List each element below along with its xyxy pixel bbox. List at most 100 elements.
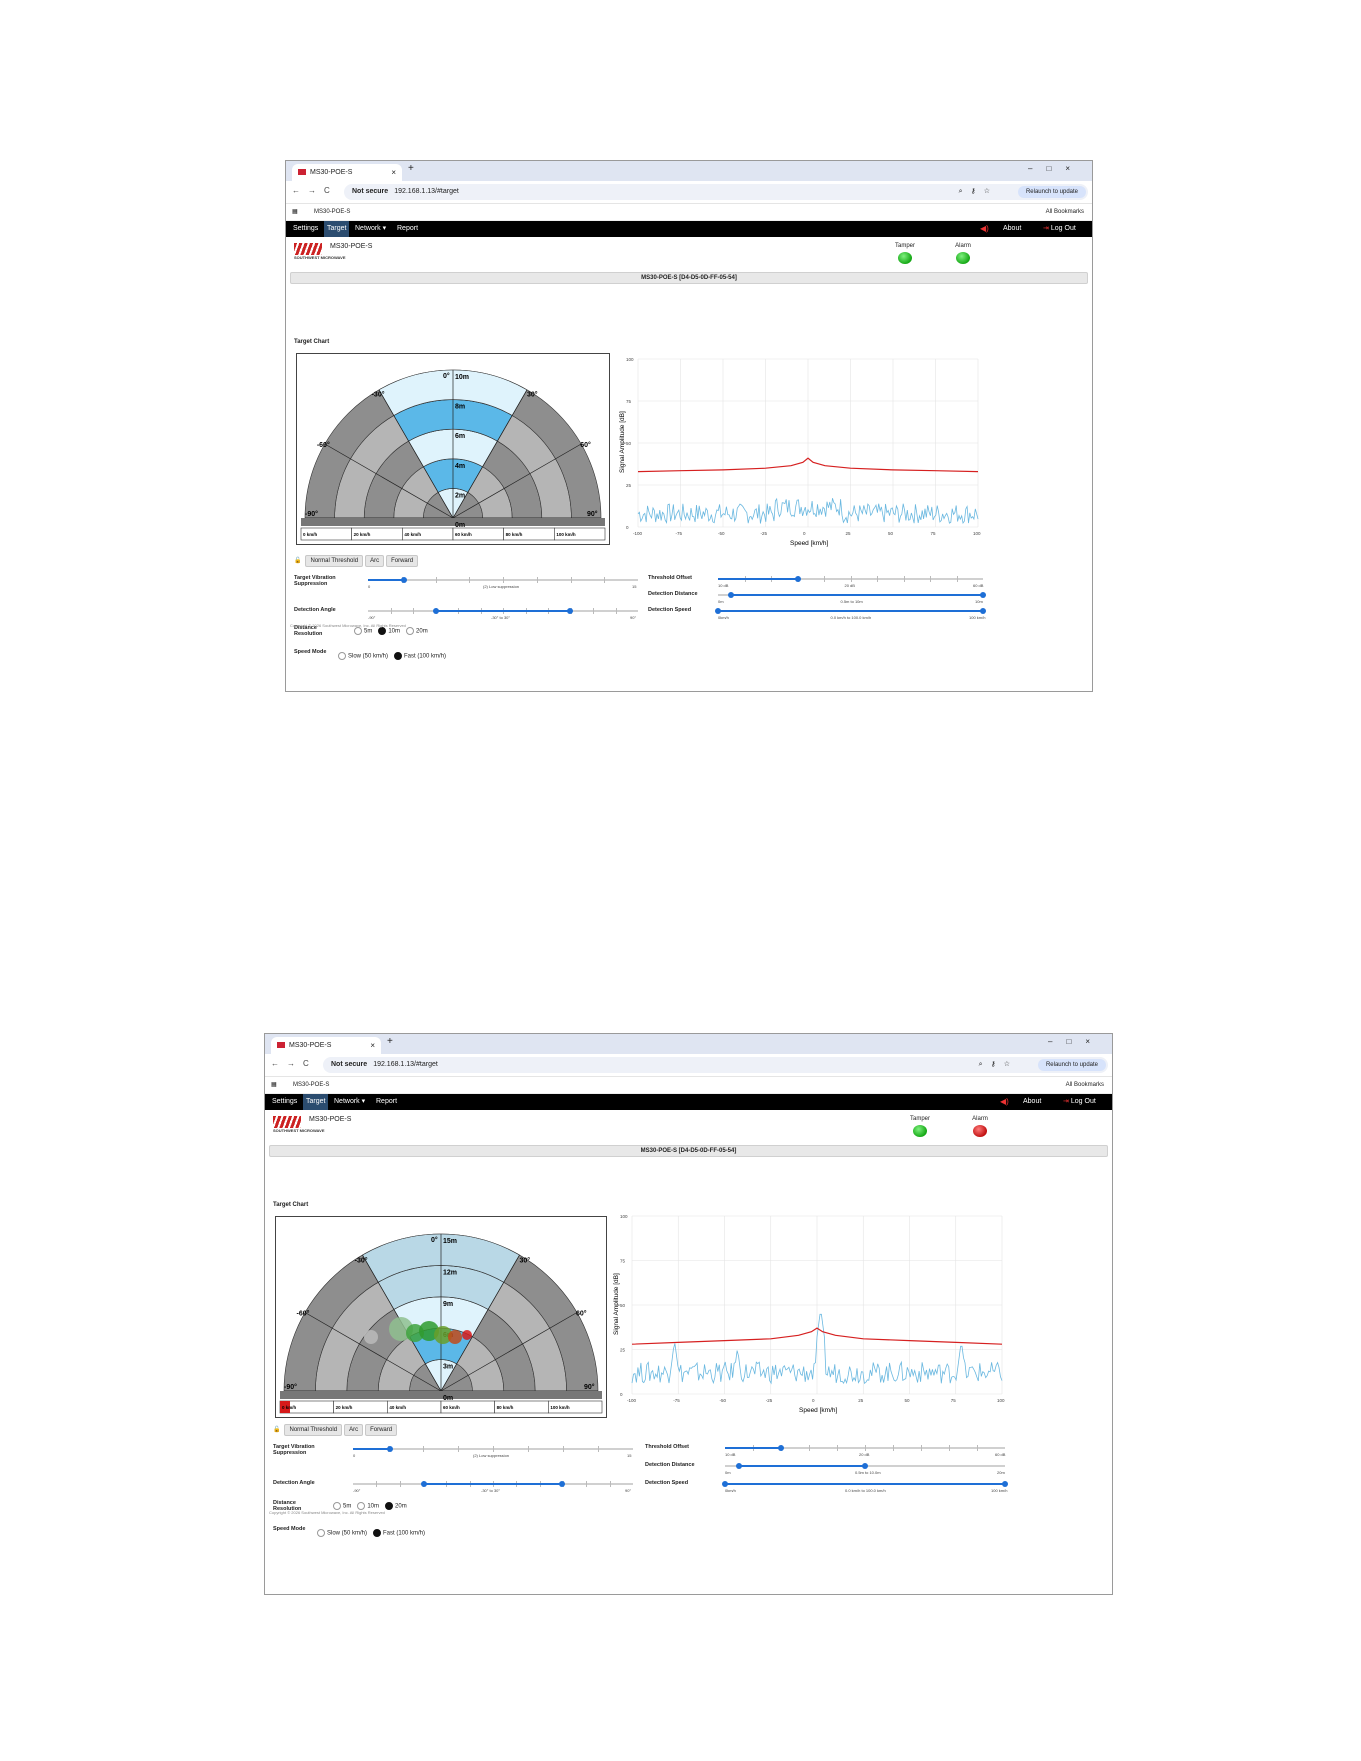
forward-button[interactable]: Forward [365,1424,398,1436]
radio-dot[interactable] [357,1502,366,1510]
detection-distance-slider[interactable] [718,592,986,598]
speed-max: 100 km/h [969,615,986,620]
detection-angle-slider[interactable] [368,608,638,614]
speed-mode-option[interactable]: Fast (100 km/h) [394,652,446,660]
close-tab-icon[interactable]: × [370,1041,375,1050]
slider-handle-min[interactable] [728,592,735,598]
threshold-slider[interactable] [725,1445,1005,1451]
menu-network[interactable]: Network ▾ [334,1098,366,1105]
browser-tab[interactable]: MS30-POE-S × [271,1037,381,1054]
slider-handle-max[interactable] [980,592,986,598]
resolution-option[interactable]: 20m [385,1502,407,1510]
speaker-icon[interactable]: ◀) [1000,1097,1009,1106]
normal-threshold-button[interactable]: Normal Threshold [305,555,364,567]
radar-spoke [452,389,528,519]
menu-about[interactable]: About [1003,225,1022,232]
resolution-option[interactable]: 5m [354,627,372,635]
slider-handle-max[interactable] [1002,1481,1008,1487]
window-controls[interactable]: –□× [1048,1037,1104,1046]
speed-bin [548,1400,603,1414]
speed-mode-option[interactable]: Fast (100 km/h) [373,1529,425,1537]
slider-handle-min[interactable] [433,608,440,614]
menu-settings[interactable]: Settings [272,1098,298,1105]
slider-handle-min[interactable] [420,1481,427,1487]
slider-tick [977,1445,978,1451]
zoom-key-star-icons[interactable]: ⌕⚷☆ [978,1061,1018,1068]
resolution-option[interactable]: 5m [333,1502,351,1510]
bookmark-item[interactable]: MS30-POE-S [293,1082,330,1088]
radio-dot[interactable] [333,1502,341,1510]
resolution-option[interactable]: 20m [406,627,428,635]
radio-dot[interactable] [385,1502,394,1510]
radio-dot[interactable] [338,652,346,660]
logout-link[interactable]: ⇥ Log Out [1060,1094,1099,1110]
radio-dot[interactable] [394,652,403,660]
apps-grid-icon[interactable]: ▦ [271,1082,277,1088]
browser-tab[interactable]: MS30-POE-S × [292,164,402,181]
menu-about[interactable]: About [1023,1098,1042,1105]
radio-dot[interactable] [317,1529,325,1537]
slider-handle-max[interactable] [401,577,407,583]
slider-handle-min[interactable] [736,1463,742,1469]
logout-link[interactable]: ⇥ Log Out [1040,221,1079,237]
apps-grid-icon[interactable]: ▦ [292,209,298,215]
unlock-icon[interactable]: 🔓 [294,558,302,564]
slider-tick [809,1445,810,1451]
normal-threshold-button[interactable]: Normal Threshold [284,1424,343,1436]
speaker-icon[interactable]: ◀) [980,224,989,233]
radio-dot[interactable] [354,627,362,635]
vibration-slider[interactable] [353,1446,633,1452]
arc-button[interactable]: Arc [365,555,385,567]
speed-mode-option[interactable]: Slow (50 km/h) [338,652,388,660]
vibration-slider[interactable] [368,577,638,583]
menu-report[interactable]: Report [397,225,419,232]
nav-buttons[interactable]: ←→C [292,186,338,195]
menu-settings[interactable]: Settings [293,225,319,232]
close-tab-icon[interactable]: × [391,168,396,177]
window-controls[interactable]: –□× [1028,164,1084,173]
resolution-option[interactable]: 10m [357,1502,379,1510]
menu-report[interactable]: Report [376,1098,398,1105]
zoom-key-star-icons[interactable]: ⌕⚷☆ [958,188,998,195]
slider-handle-min[interactable] [715,608,721,614]
slider-handle-max[interactable] [778,1445,784,1451]
url-field[interactable]: Not secure 192.168.1.13/#target ⌕⚷☆ Relaunc… [344,184,1088,200]
menu-target[interactable]: Target [324,221,350,237]
detection-speed-slider[interactable] [715,608,986,614]
speed-mode-option[interactable]: Slow (50 km/h) [317,1529,367,1537]
radio-dot[interactable] [373,1529,382,1537]
menu-network[interactable]: Network ▾ [355,225,387,232]
slider-handle-max[interactable] [559,1481,566,1487]
detection-speed-slider[interactable] [722,1481,1008,1487]
detection-distance-slider[interactable] [725,1463,1005,1469]
forward-button[interactable]: Forward [386,555,419,567]
threshold-slider[interactable] [718,576,983,582]
unlock-icon[interactable]: 🔓 [273,1427,281,1433]
slider-handle-max[interactable] [387,1446,394,1452]
nav-buttons[interactable]: ←→C [271,1059,317,1068]
speed-value: 0.0 km/h to 100.0 km/h [830,615,872,620]
slider-handle-min[interactable] [722,1481,728,1487]
detection-angle-slider[interactable] [353,1481,633,1487]
slider-handle-max[interactable] [862,1463,868,1469]
radio-dot[interactable] [406,627,415,635]
url-field[interactable]: Not secure 192.168.1.13/#target ⌕⚷☆ Relaunc… [323,1057,1108,1073]
new-tab-icon[interactable]: + [408,163,414,174]
not-secure-badge[interactable]: Not secure [352,188,389,195]
slider-handle-max[interactable] [794,576,801,582]
new-tab-icon[interactable]: + [387,1036,393,1047]
bookmark-item[interactable]: MS30-POE-S [314,209,351,215]
radio-dot[interactable] [378,627,387,635]
all-bookmarks[interactable]: All Bookmarks [1045,209,1084,215]
relaunch-button[interactable]: Relaunch to update [1037,1059,1106,1071]
menu-target[interactable]: Target [303,1094,329,1110]
arc-button[interactable]: Arc [344,1424,364,1436]
range-label: 12m [443,1269,457,1276]
screenshot-2: MS30-POE-S × + –□× ←→C Not secure 192.168.… [264,1033,1113,1595]
slider-handle-max[interactable] [980,608,986,614]
all-bookmarks[interactable]: All Bookmarks [1065,1082,1104,1088]
not-secure-badge[interactable]: Not secure [331,1061,368,1068]
resolution-option[interactable]: 10m [378,627,400,635]
relaunch-button[interactable]: Relaunch to update [1017,186,1086,198]
slider-handle-max[interactable] [566,608,573,614]
